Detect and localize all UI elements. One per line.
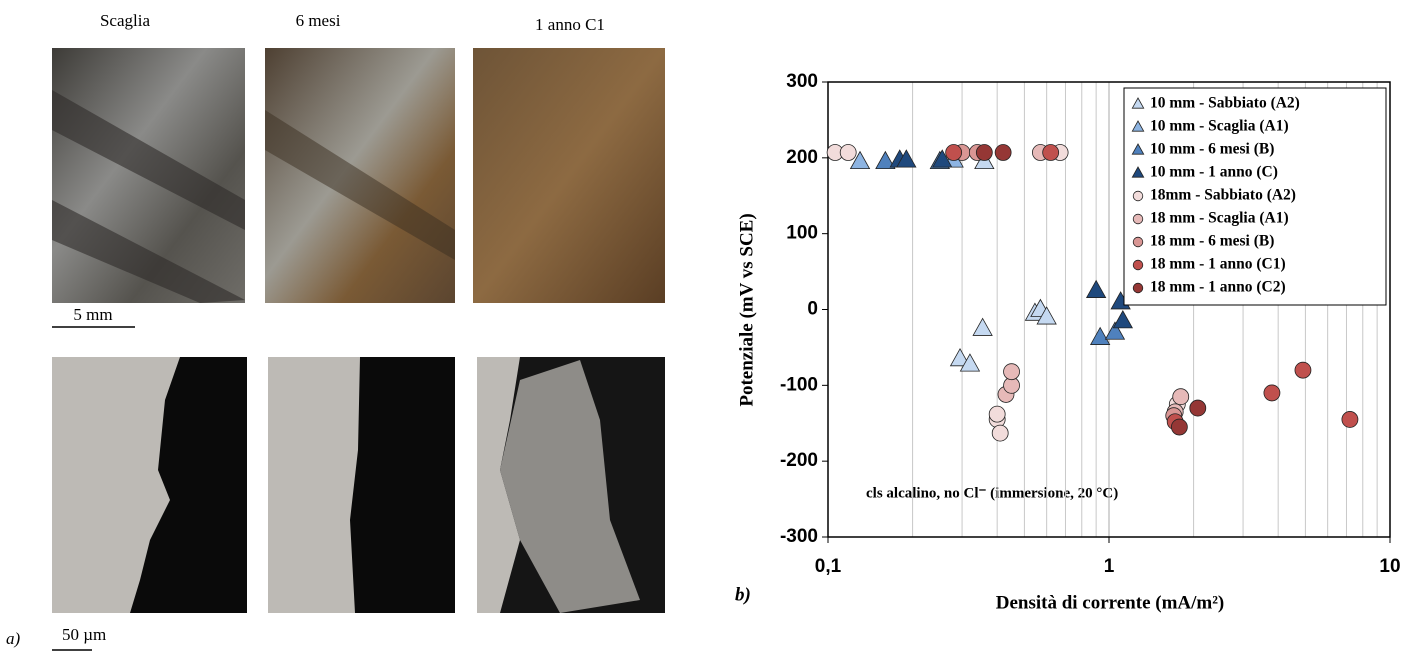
point: [976, 145, 992, 161]
point: [973, 318, 992, 335]
y-tick-label: 300: [786, 71, 818, 92]
photo-title: Scaglia: [100, 11, 150, 30]
legend-label: 18 mm - 6 mesi (B): [1150, 233, 1274, 250]
legend-marker: [1133, 214, 1143, 224]
point: [1113, 311, 1132, 328]
point: [995, 145, 1011, 161]
point: [1190, 400, 1206, 416]
legend-label: 10 mm - 6 mesi (B): [1150, 141, 1274, 158]
photo-title: 6 mesi: [296, 11, 341, 30]
panel-a: Scaglia 6 mesi 1 anno C1 5 mm 50 µm a): [6, 11, 665, 650]
y-tick-label: 0: [807, 299, 818, 320]
point: [840, 145, 856, 161]
micrograph-metal: [268, 357, 360, 613]
point: [1171, 419, 1187, 435]
point: [1087, 281, 1106, 298]
legend-label: 18mm - Sabbiato (A2): [1150, 187, 1296, 204]
photo-title: 1 anno C1: [535, 15, 605, 34]
photo: [473, 48, 665, 303]
point: [1295, 362, 1311, 378]
legend-label: 18 mm - 1 anno (C2): [1150, 279, 1286, 296]
point: [989, 406, 1005, 422]
annotation: cls alcalino, no Cl⁻ (immersione, 20 °C): [866, 485, 1118, 501]
x-tick-label: 1: [1104, 556, 1115, 577]
legend-marker: [1133, 283, 1143, 293]
point: [946, 145, 962, 161]
y-tick-label: -200: [780, 450, 818, 471]
point: [1043, 145, 1059, 161]
panel-label: a): [6, 629, 21, 648]
y-tick-label: 200: [786, 147, 818, 168]
legend-label: 10 mm - Sabbiato (A2): [1150, 95, 1300, 112]
figure: Scaglia 6 mesi 1 anno C1 5 mm 50 µm a) D…: [0, 0, 1423, 662]
point: [992, 425, 1008, 441]
point: [1264, 385, 1280, 401]
legend-label: 10 mm - 1 anno (C): [1150, 164, 1278, 181]
point: [1173, 389, 1189, 405]
legend-label: 10 mm - Scaglia (A1): [1150, 118, 1289, 135]
x-tick-label: 0,1: [815, 556, 842, 577]
x-axis-label: Densità di corrente (mA/m²): [996, 592, 1225, 613]
point: [1004, 364, 1020, 380]
legend-label: 18 mm - Scaglia (A1): [1150, 210, 1289, 227]
y-tick-label: 100: [786, 223, 818, 244]
point: [1342, 411, 1358, 427]
y-tick-label: -100: [780, 374, 818, 395]
legend-marker: [1133, 260, 1143, 270]
legend-label: 18 mm - 1 anno (C1): [1150, 256, 1286, 273]
scale-label: 5 mm: [73, 305, 112, 324]
scale-label: 50 µm: [62, 625, 106, 644]
panel-label: b): [735, 584, 751, 605]
legend-marker: [1133, 237, 1143, 247]
x-tick-label: 10: [1379, 556, 1400, 577]
y-tick-label: -300: [780, 526, 818, 547]
y-axis-label: Potenziale (mV vs SCE): [736, 213, 757, 406]
legend-marker: [1133, 191, 1143, 201]
